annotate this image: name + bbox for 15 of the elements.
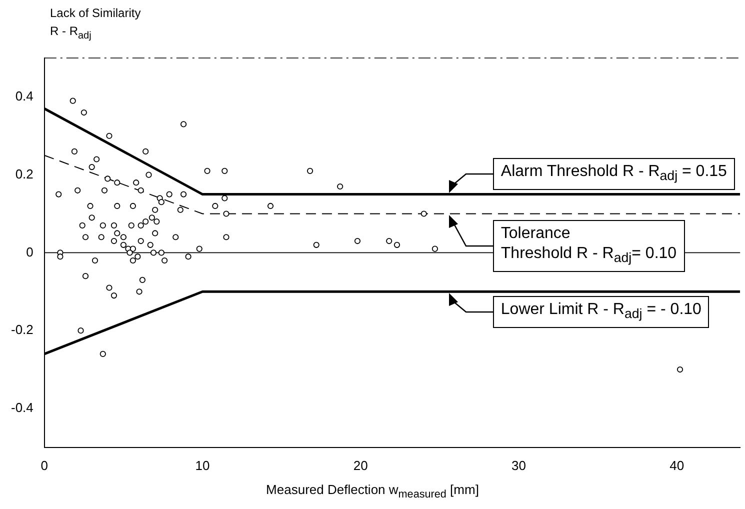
y-tick-label: -0.2 <box>10 322 34 338</box>
x-tick-label: 20 <box>353 458 368 473</box>
annotation: Alarm Threshold R - R$_{adj}$ = 0.15 <box>492 158 735 190</box>
annotation: Tolerance Threshold R - R$_{adj}$= 0.10 <box>492 220 685 272</box>
y-axis-title: Lack of Similarity R - R$_{adj}$ <box>50 5 141 44</box>
x-tick-label: 0 <box>40 458 48 473</box>
annotation: Lower Limit R - R$_{adj}$ = - 0.10 <box>492 296 710 328</box>
x-tick-label: 10 <box>195 458 210 473</box>
x-tick-label: 40 <box>670 458 684 473</box>
y-tick-label: -0.4 <box>10 400 34 416</box>
x-axis-title: Measured Deflection w$_{measured}$ [mm] <box>265 482 480 501</box>
y-tick-label: 0.4 <box>15 88 34 104</box>
x-tick-label: 30 <box>512 458 526 473</box>
y-tick-label: 0.2 <box>15 166 34 182</box>
y-tick-label: 0 <box>26 244 34 260</box>
